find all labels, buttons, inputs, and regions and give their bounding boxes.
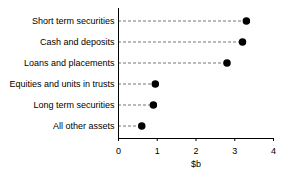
svg-text:Long term securities: Long term securities [33,100,115,110]
svg-text:0: 0 [116,146,121,156]
svg-text:All other assets: All other assets [53,121,115,131]
svg-text:Equities and units in trusts: Equities and units in trusts [9,79,115,89]
svg-text:1: 1 [155,146,160,156]
svg-text:$b: $b [191,159,201,169]
svg-text:4: 4 [271,146,276,156]
svg-text:2: 2 [193,146,198,156]
svg-text:3: 3 [232,146,237,156]
svg-text:Short term securities: Short term securities [32,16,115,26]
svg-text:Loans and placements: Loans and placements [24,58,115,68]
svg-text:Cash and deposits: Cash and deposits [40,37,115,47]
